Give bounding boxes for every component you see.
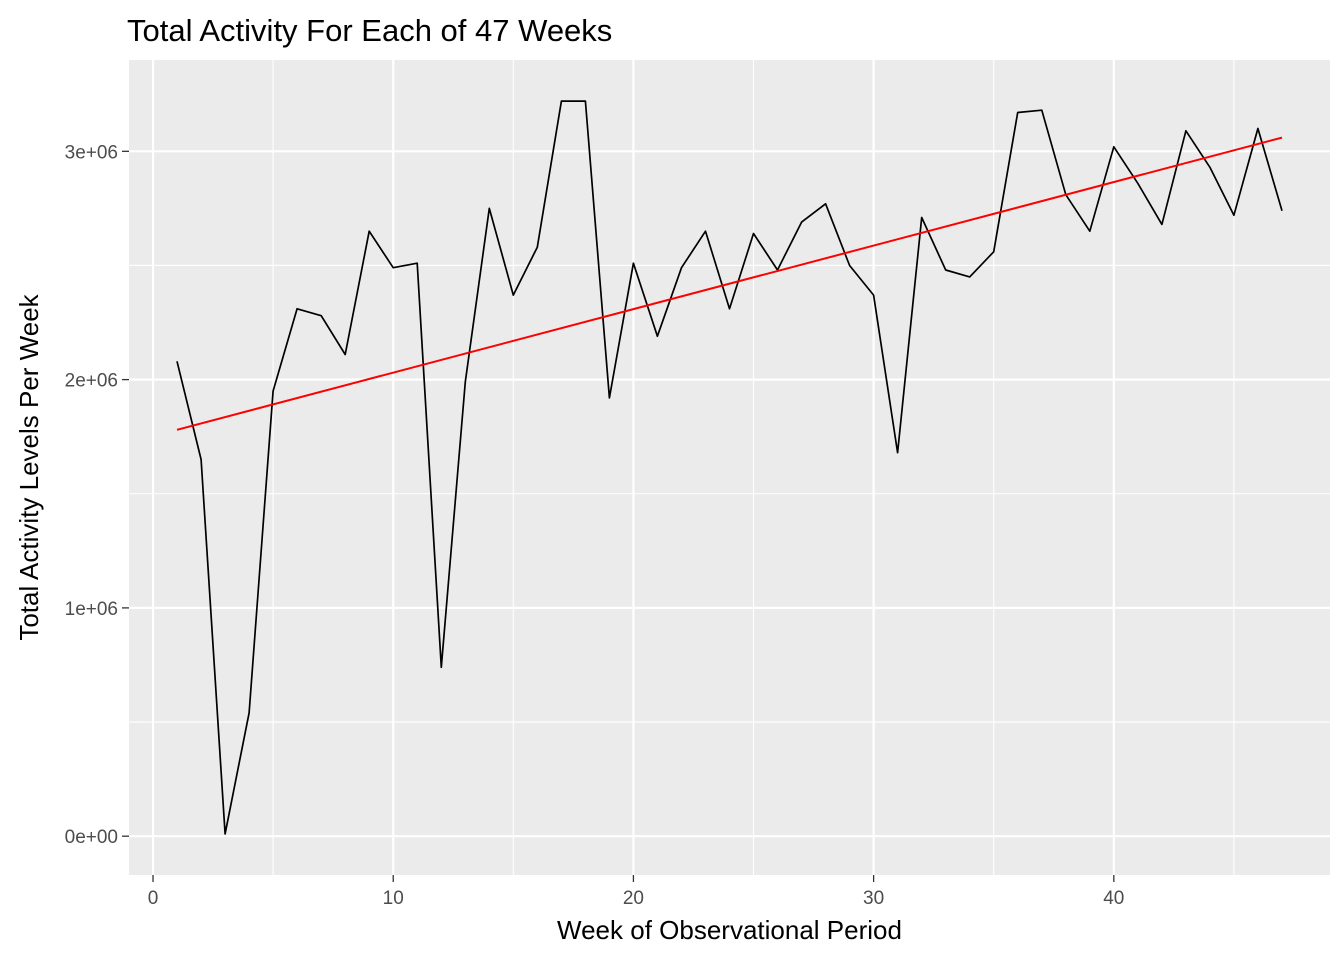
y-tick-label: 3e+06: [65, 142, 118, 163]
x-axis-ticks: 0 10 20 30 40: [148, 875, 1124, 909]
x-tick-label: 30: [863, 888, 884, 909]
y-tick-label: 0e+00: [65, 827, 118, 848]
x-tick-label: 20: [623, 888, 644, 909]
y-axis-title: Total Activity Levels Per Week: [14, 293, 44, 640]
minor-gridlines: [129, 60, 1330, 875]
y-tick-label: 1e+06: [65, 599, 118, 620]
series-layer: [176, 100, 1283, 835]
activity-line: [176, 100, 1283, 835]
chart-title: Total Activity For Each of 47 Weeks: [127, 13, 612, 48]
plot-panel: [129, 60, 1330, 875]
y-axis-ticks: 0e+00 1e+06 2e+06 3e+06: [65, 142, 129, 848]
major-gridlines: [129, 60, 1330, 875]
trend-line: [176, 136, 1283, 431]
x-tick-label: 0: [148, 888, 159, 909]
x-tick-label: 10: [383, 888, 404, 909]
y-tick-label: 2e+06: [65, 371, 118, 392]
x-axis-title: Week of Observational Period: [557, 915, 902, 945]
x-tick-label: 40: [1103, 888, 1124, 909]
